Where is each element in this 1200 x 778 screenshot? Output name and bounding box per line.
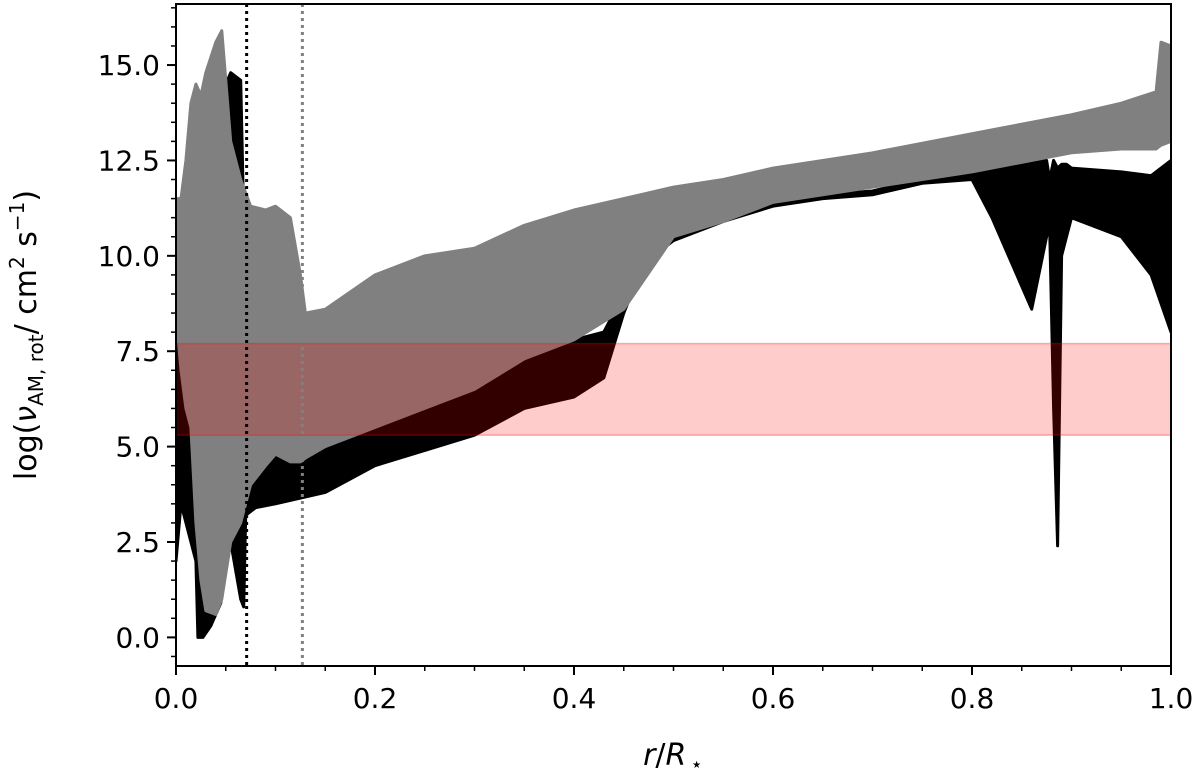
x-tick-label: 1.0 <box>1149 682 1194 715</box>
y-label-pre: log( <box>9 423 44 480</box>
x-label-slash: / <box>655 738 666 773</box>
y-label-nu: ν <box>9 406 44 423</box>
x-label-sub: ⋆ <box>690 752 703 774</box>
y-tick-label: 12.5 <box>98 144 160 177</box>
x-tick-label: 0.8 <box>950 682 995 715</box>
plot-area <box>176 4 1171 666</box>
y-axis: 0.0 2.5 5.0 7.5 10.0 12.5 15.0 <box>98 7 176 658</box>
x-label-sym: R <box>666 738 687 773</box>
y-label-units-b: s <box>9 231 44 256</box>
y-label-sub: AM, rot <box>24 334 48 406</box>
x-axis: 0.0 0.2 0.4 0.6 0.8 1.0 <box>154 666 1194 715</box>
y-tick-label: 2.5 <box>115 526 160 559</box>
y-tick-label: 10.0 <box>98 240 160 273</box>
x-tick-label: 0.2 <box>353 682 398 715</box>
y-label-supm1: −1 <box>5 202 29 231</box>
x-tick-label: 0.6 <box>751 682 796 715</box>
y-label-post: ) <box>9 190 44 202</box>
y-tick-label: 0.0 <box>115 621 160 654</box>
y-tick-label: 5.0 <box>115 431 160 464</box>
series-1-envelope <box>176 29 1171 616</box>
x-tick-label: 0.4 <box>552 682 597 715</box>
x-label-var: r <box>643 738 657 773</box>
y-axis-label: log(νAM, rot/ cm2 s−1) <box>5 190 48 480</box>
band-region <box>176 342 1171 436</box>
y-label-units-a: / cm <box>9 269 44 334</box>
x-axis-label: r/R ⋆ <box>643 738 703 774</box>
y-tick-label: 7.5 <box>115 335 160 368</box>
y-label-sup2: 2 <box>5 256 29 269</box>
y-tick-label: 15.0 <box>98 49 160 82</box>
x-tick-label: 0.0 <box>154 682 199 715</box>
